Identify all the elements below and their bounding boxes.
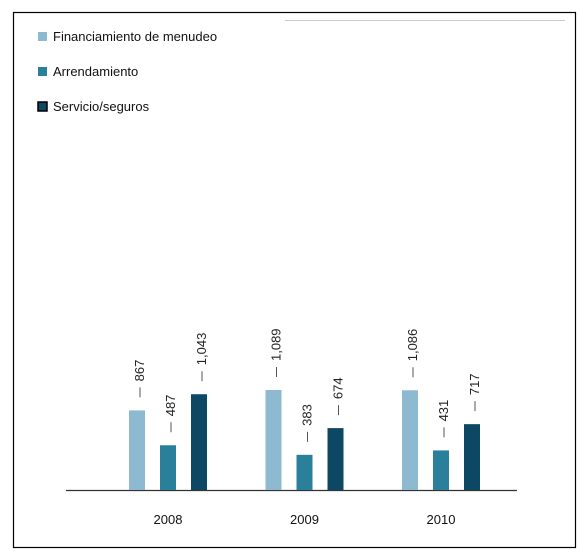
bar <box>265 390 282 490</box>
legend-label: Arrendamiento <box>53 64 138 79</box>
value-label: 1,089 <box>269 328 284 361</box>
bar <box>433 450 449 490</box>
frame <box>12 11 577 549</box>
bar <box>402 390 418 490</box>
value-label: 383 <box>300 404 315 426</box>
legend-swatch <box>37 101 48 112</box>
legend-swatch <box>38 32 47 41</box>
bar <box>327 428 344 490</box>
value-label: 867 <box>132 360 147 382</box>
x-tick-label: 2008 <box>154 512 183 527</box>
value-label: 487 <box>163 395 178 417</box>
value-label: 1,086 <box>405 329 420 362</box>
legend-swatch <box>38 67 47 76</box>
bar <box>296 454 313 490</box>
bar <box>160 445 176 490</box>
x-tick-label: 2009 <box>290 512 319 527</box>
value-label: 1,043 <box>194 333 209 366</box>
legend-label: Financiamiento de menudeo <box>53 29 217 44</box>
bar <box>191 394 207 490</box>
value-label: 717 <box>467 373 482 395</box>
bar <box>464 424 480 490</box>
x-tick-label: 2010 <box>427 512 456 527</box>
value-label: 431 <box>436 400 451 422</box>
legend-label: Servicio/seguros <box>53 99 150 114</box>
value-label: 674 <box>331 377 346 399</box>
bar <box>129 410 145 490</box>
